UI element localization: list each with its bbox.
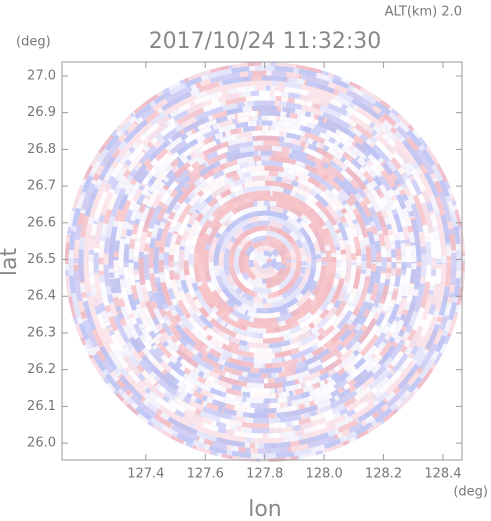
echo-ring	[253, 250, 277, 274]
y-axis-label: lat	[0, 248, 22, 277]
echo-ring	[248, 245, 282, 279]
echo-ring	[233, 230, 297, 294]
echo-ring	[133, 130, 397, 394]
x-tick-label: 128.0	[306, 467, 343, 482]
echo-field	[65, 62, 465, 462]
echo-ring	[193, 190, 337, 334]
y-tick-label: 26.9	[27, 105, 56, 120]
echo-ring	[198, 195, 332, 329]
echo-ring	[243, 240, 287, 284]
echo-ring	[88, 85, 442, 439]
echo-ring	[103, 100, 427, 424]
echo-ring	[65, 62, 465, 462]
echo-ring	[138, 135, 392, 389]
y-tick-label: 26.4	[27, 289, 56, 304]
echo-ring	[183, 180, 347, 344]
echo-ring	[178, 175, 352, 349]
echo-ring	[248, 245, 282, 279]
y-tick-label: 27.0	[27, 68, 56, 83]
y-tick-label: 26.1	[27, 399, 56, 414]
echo-ring	[153, 150, 377, 374]
echo-ring	[78, 75, 452, 449]
y-tick-label: 26.0	[27, 436, 56, 451]
echo-ring	[158, 155, 372, 369]
echo-ring	[118, 115, 412, 409]
echo-ring	[103, 100, 427, 424]
echo-ring	[98, 95, 432, 429]
echo-ring	[168, 165, 362, 359]
echo-ring	[83, 80, 447, 444]
echo-ring	[108, 105, 422, 419]
echo-ring	[88, 85, 442, 439]
echo-ring	[98, 95, 432, 429]
echo-ring	[208, 205, 322, 319]
echo-ring	[128, 125, 402, 399]
y-tick-label: 26.7	[27, 179, 56, 194]
x-tick-label: 127.8	[246, 467, 283, 482]
echo-ring	[243, 240, 287, 284]
echo-ring	[148, 145, 382, 379]
echo-ring	[73, 70, 457, 454]
echo-ring	[228, 225, 302, 299]
x-tick-label: 127.4	[127, 467, 164, 482]
y-tick-label: 26.6	[27, 215, 56, 230]
y-tick-label: 26.2	[27, 362, 56, 377]
y-unit: (deg)	[16, 35, 51, 50]
echo-ring	[113, 110, 417, 414]
echo-ring	[258, 255, 272, 269]
echo-ring	[218, 215, 312, 309]
echo-ring	[123, 120, 407, 404]
echo-ring	[233, 230, 297, 294]
y-tick-label: 26.8	[27, 142, 56, 157]
y-tick-label: 26.5	[27, 252, 56, 267]
echo-ring	[143, 140, 387, 384]
echo-ring	[223, 220, 307, 304]
echo-ring	[213, 210, 317, 314]
x-axis-label: lon	[248, 497, 282, 521]
altitude-label: ALT(km) 2.0	[385, 5, 462, 20]
echo-ring	[188, 185, 342, 339]
echo-ring	[238, 235, 292, 289]
x-tick-label: 128.4	[424, 467, 461, 482]
x-tick-label: 127.6	[187, 467, 224, 482]
y-tick-label: 26.3	[27, 325, 56, 340]
plot-frame	[61, 61, 463, 461]
echo-ring	[203, 200, 327, 324]
echo-ring	[173, 170, 357, 354]
chart-title: 2017/10/24 11:32:30	[149, 29, 382, 54]
echo-ring	[83, 80, 447, 444]
echo-ring	[93, 90, 437, 434]
x-tick-label: 128.2	[365, 467, 402, 482]
echo-ring	[163, 160, 367, 364]
x-unit: (deg)	[453, 485, 488, 500]
